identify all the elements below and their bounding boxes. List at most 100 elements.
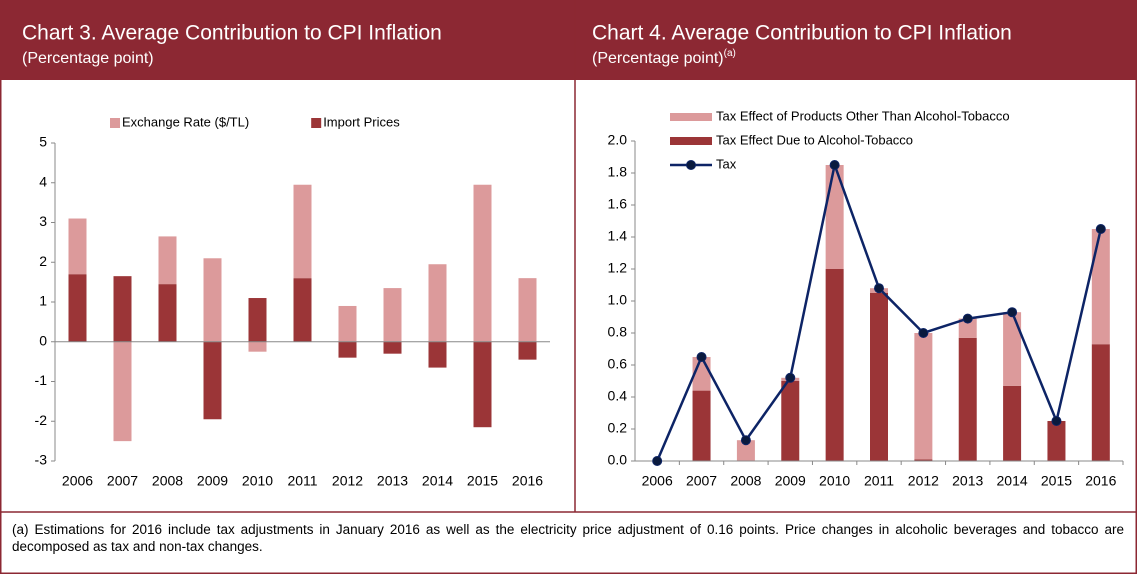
bar [338,305,357,342]
line-marker [1051,416,1062,426]
line-marker [696,352,707,362]
y-tick-label: 1.4 [608,228,628,244]
legend-label: Tax Effect Due to Alcohol-Tobacco [716,132,913,147]
bar [293,184,312,279]
x-tick-label: 2016 [1085,473,1116,489]
bar [248,298,267,342]
x-tick-label: 2014 [997,473,1028,489]
chart-title: Chart 3. Average Contribution to CPI Inf… [22,22,442,45]
y-tick-label: 1.0 [608,292,628,308]
subtitle-text: (Percentage point) [592,50,724,67]
bar [1003,385,1022,461]
bar [870,293,888,461]
subtitle-note: (a) [724,48,736,59]
bar [958,318,977,338]
chart-subtitle: (Percentage point)(a) [592,48,736,68]
y-tick-label: 0.2 [608,420,628,436]
legend-label: Tax Effect of Products Other Than Alcoho… [716,108,1010,123]
x-tick-label: 2015 [1041,473,1072,489]
bar [203,341,222,420]
line-marker [652,456,663,466]
line-marker [962,313,973,324]
chart-subtitle: (Percentage point) [22,50,154,67]
bar [383,288,402,342]
bar [248,341,267,352]
line-marker [740,435,751,446]
y-tick-label: 0.8 [608,324,628,340]
bar [1003,312,1022,386]
x-tick-label: 2009 [775,473,806,489]
bar [1091,229,1110,345]
bar [473,341,492,428]
x-tick-label: 2009 [197,473,228,489]
bar [825,269,844,461]
bar [428,264,447,342]
y-tick-label: 1 [39,293,47,309]
x-tick-label: 2010 [242,473,273,489]
x-tick-label: 2012 [908,473,939,489]
bar [518,341,537,360]
line-marker [785,372,796,383]
legend-swatch [686,160,696,170]
footnote: (a) Estimations for 2016 include tax adj… [12,522,1124,554]
legend-swatch [670,113,712,121]
bar [68,218,87,275]
y-tick-label: 2 [39,253,47,269]
y-tick-label: -3 [35,452,48,468]
y-tick-label: -1 [35,372,48,388]
line-marker [918,328,929,338]
line-marker [1095,224,1106,234]
bar [1091,344,1110,461]
chart-title: Chart 4. Average Contribution to CPI Inf… [592,22,1012,45]
x-tick-label: 2013 [952,473,983,489]
y-tick-label: 1.2 [608,260,628,276]
line-marker [829,160,840,170]
x-tick-label: 2011 [864,473,894,489]
bar [158,284,177,342]
x-tick-label: 2006 [62,473,93,489]
y-tick-label: 2.0 [608,132,628,148]
bar [113,341,132,442]
x-tick-label: 2016 [512,473,543,489]
y-tick-label: 0 [39,332,47,348]
y-tick-label: 3 [39,213,47,229]
y-tick-label: 5 [39,134,47,150]
bar [203,258,222,342]
line-marker [1007,307,1018,318]
x-tick-label: 2013 [377,473,408,489]
bar [113,276,132,342]
y-tick-label: -2 [35,412,48,428]
legend-label: Import Prices [323,114,400,129]
x-tick-label: 2010 [819,473,850,489]
bar [158,236,177,285]
x-tick-label: 2011 [287,473,317,489]
legend-label: Exchange Rate ($/TL) [122,114,249,129]
bar [914,333,933,460]
bar [692,390,711,461]
y-tick-label: 0.4 [608,388,628,404]
bar [383,341,402,354]
x-tick-label: 2014 [422,473,453,489]
bar [518,278,537,342]
y-tick-label: 1.6 [608,196,628,212]
legend-swatch [311,118,322,128]
x-tick-label: 2006 [642,473,673,489]
x-tick-label: 2012 [332,473,363,489]
y-tick-label: 0.6 [608,356,628,372]
legend-label: Tax [716,156,737,171]
header-band [0,0,1137,80]
bar [736,440,755,461]
x-tick-label: 2008 [730,473,761,489]
bar [68,274,87,342]
x-tick-label: 2007 [686,473,717,489]
bar [914,459,933,461]
y-tick-label: 4 [39,173,47,189]
bar [428,341,447,368]
y-tick-label: 0.0 [608,452,628,468]
x-tick-label: 2007 [107,473,138,489]
line-marker [874,283,884,294]
x-tick-label: 2015 [467,473,498,489]
